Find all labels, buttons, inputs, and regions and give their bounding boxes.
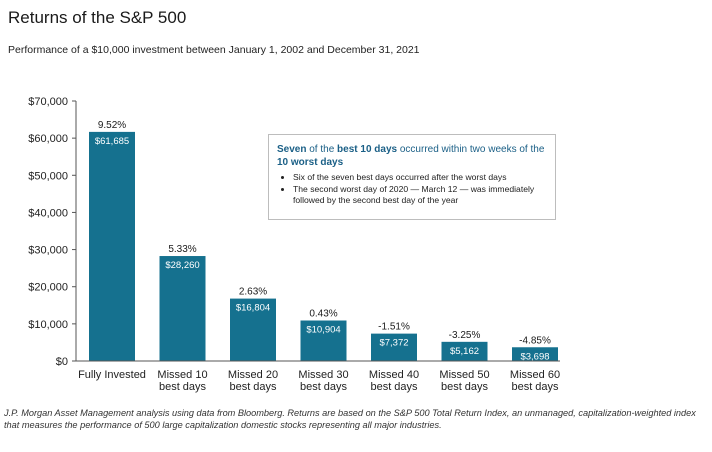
value-label: $3,698 [520, 351, 549, 362]
return-label: 5.33% [168, 244, 196, 255]
return-label: -1.51% [378, 322, 410, 333]
bar [89, 131, 135, 361]
page-title: Returns of the S&P 500 [8, 8, 187, 27]
x-tick-label: best days [370, 381, 418, 393]
bar [512, 347, 558, 361]
x-tick-label: Missed 10 [157, 369, 207, 381]
return-label: -3.25% [449, 330, 481, 341]
return-label: 2.63% [239, 287, 267, 298]
bar [230, 298, 276, 361]
value-label: $7,372 [379, 338, 408, 349]
callout-bullet: Six of the seven best days occurred afte… [293, 172, 547, 184]
footnote: J.P. Morgan Asset Management analysis us… [4, 408, 696, 431]
value-label: $5,162 [450, 346, 479, 357]
y-tick-label: $40,000 [28, 207, 68, 219]
y-tick-label: $0 [56, 356, 68, 368]
callout-heading-part: best 10 days [337, 144, 398, 155]
x-tick-label: Missed 20 [228, 369, 278, 381]
return-label: 0.43% [309, 308, 337, 319]
x-tick-label: Fully Invested [78, 369, 146, 381]
x-tick-label: best days [441, 381, 489, 393]
x-tick-label: best days [229, 381, 277, 393]
callout-bullet: The second worst day of 2020 — March 12 … [293, 184, 547, 207]
y-tick-label: $10,000 [28, 319, 68, 331]
callout-heading-part: of the [306, 144, 338, 155]
bar-chart: $0 $10,000 $20,000 $30,000 $40,000 $50,000 $60… [28, 96, 560, 393]
value-label: $28,260 [165, 260, 199, 271]
callout-heading: Seven of the best 10 days occurred withi… [277, 143, 547, 169]
bar [441, 341, 488, 361]
bar [371, 333, 417, 361]
x-tick-label: Missed 30 [298, 369, 348, 381]
x-tick-label: best days [300, 381, 348, 393]
x-tick-label: Missed 40 [369, 369, 419, 381]
value-label: $10,904 [306, 324, 340, 335]
y-tick-label: $20,000 [28, 282, 68, 294]
x-tick-label: Missed 60 [510, 369, 560, 381]
page-subtitle: Performance of a $10,000 investment betw… [8, 44, 420, 56]
bar [300, 320, 347, 361]
value-label: $16,804 [236, 303, 270, 314]
return-label: -4.85% [519, 335, 551, 346]
x-tick-label: best days [159, 381, 207, 393]
callout-box: Seven of the best 10 days occurred withi… [268, 134, 556, 220]
callout-heading-part: occurred within two weeks of the [397, 144, 545, 155]
x-tick-label: best days [511, 381, 559, 393]
return-label: 9.52% [98, 120, 126, 131]
y-tick-label: $70,000 [28, 96, 68, 108]
x-tick-label: Missed 50 [439, 369, 489, 381]
callout-bullets: Six of the seven best days occurred afte… [277, 172, 547, 207]
y-tick-label: $50,000 [28, 170, 68, 182]
value-label: $61,685 [95, 136, 129, 147]
y-tick-label: $60,000 [28, 133, 68, 145]
y-tick-label: $30,000 [28, 245, 68, 257]
callout-heading-part: Seven [277, 144, 307, 155]
callout-heading-part: 10 worst days [277, 157, 344, 168]
bar [159, 256, 206, 361]
